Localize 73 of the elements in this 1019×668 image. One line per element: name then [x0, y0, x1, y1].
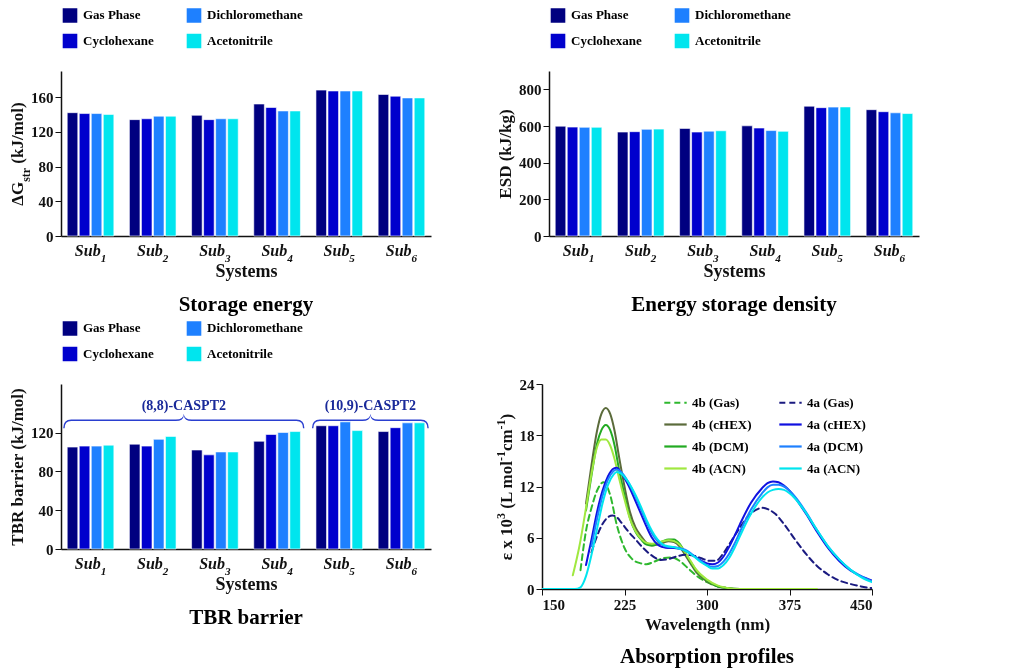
legend-label: Dichloromethane: [695, 7, 792, 23]
legend-label: Acetonitrile: [207, 346, 273, 361]
x-tick-label: Sub$_{1}$: [74, 554, 107, 577]
legend-label: 4a (DCM): [807, 438, 863, 454]
x-tick-label: Sub$_{2}$: [625, 241, 657, 264]
annotation: (10,9)-CASPT2: [324, 398, 417, 415]
x-tick-label: Sub$_{6}$: [873, 241, 906, 264]
y-tick-label: 24: [519, 376, 535, 393]
x-tick-label: Sub$_{4}$: [749, 241, 782, 264]
legend-label: 4b (ACN): [692, 460, 746, 476]
y-tick-label: 200: [519, 191, 542, 208]
legend-label: 4a (cHEX): [807, 416, 866, 432]
x-tick-label: Sub$_{1}$: [74, 241, 107, 264]
legend-label: Cyclohexane: [571, 33, 642, 48]
line-series: [590, 506, 872, 589]
x-tick-label: Sub$_{5}$: [811, 241, 844, 264]
y-axis-title: TBR barrier (kJ/mol): [8, 388, 27, 546]
x-tick-label: Sub$_{2}$: [137, 554, 169, 577]
text: Absorption profiles: [619, 644, 795, 668]
legend-label: 4b (cHEX): [692, 416, 752, 432]
legend-label: 4a (ACN): [807, 460, 861, 476]
line-series: [571, 438, 818, 589]
y-tick-label: 40: [38, 193, 54, 210]
x-tick-label: Sub$_{6}$: [385, 554, 418, 577]
y-tick-label: 160: [31, 89, 54, 106]
text: Energy storage density: [631, 292, 838, 316]
legend-label: Dichloromethane: [207, 7, 304, 23]
legend-label: Gas Phase: [83, 320, 141, 336]
y-tick-label: 120: [31, 124, 54, 141]
annotation: (8,8)-CASPT2: [141, 398, 227, 415]
x-tick-label: 375: [778, 596, 802, 613]
legend-label: Acetonitrile: [695, 33, 761, 48]
y-tick-label: 80: [38, 159, 54, 176]
y-tick-label: 12: [519, 479, 535, 495]
x-tick-label: Sub$_{4}$: [261, 241, 294, 264]
y-tick-label: 18: [519, 427, 535, 444]
x-tick-label: 300: [696, 596, 719, 613]
x-tick-label: Sub$_{5}$: [323, 554, 356, 577]
text: TBR barrier: [189, 605, 303, 629]
x-tick-label: Sub$_{2}$: [137, 241, 169, 264]
legend-label: Gas Phase: [571, 7, 629, 23]
x-tick-label: Sub$_{3}$: [687, 241, 720, 264]
y-tick-label: 40: [38, 502, 54, 519]
x-tick-label: Sub$_{6}$: [385, 241, 418, 264]
legend-label: Cyclohexane: [83, 33, 154, 48]
y-tick-label: 400: [519, 155, 542, 172]
legend-label: 4b (DCM): [692, 438, 749, 454]
x-tick-label: 225: [613, 596, 637, 613]
y-tick-label: 0: [534, 228, 542, 245]
legend-label: Acetonitrile: [207, 33, 273, 48]
y-tick-label: 6: [527, 530, 535, 547]
y-tick-label: 120: [31, 425, 54, 442]
text: Storage energy: [178, 292, 314, 316]
x-tick-label: Sub$_{3}$: [199, 241, 232, 264]
x-tick-label: Sub$_{1}$: [562, 241, 595, 264]
legend-label: Cyclohexane: [83, 346, 154, 361]
x-tick-label: Sub$_{5}$: [323, 241, 356, 264]
y-tick-label: 0: [527, 581, 535, 598]
x-tick-label: 150: [542, 596, 565, 613]
y-tick-label: 0: [46, 228, 54, 245]
legend-label: 4a (Gas): [807, 394, 854, 410]
x-tick-label: Sub$_{3}$: [199, 554, 232, 577]
y-tick-label: 600: [519, 118, 542, 135]
y-tick-label: 0: [46, 541, 54, 558]
x-axis-title: Wavelength (nm): [644, 614, 771, 634]
x-tick-label: 450: [850, 596, 873, 613]
legend-label: 4b (Gas): [692, 394, 740, 410]
legend-label: Dichloromethane: [207, 320, 304, 336]
legend-label: Gas Phase: [83, 7, 141, 23]
y-tick-label: 800: [519, 81, 542, 98]
y-axis-title: ESD (kJ/kg): [496, 109, 515, 199]
y-tick-label: 80: [38, 463, 54, 480]
x-tick-label: Sub$_{4}$: [261, 554, 294, 577]
